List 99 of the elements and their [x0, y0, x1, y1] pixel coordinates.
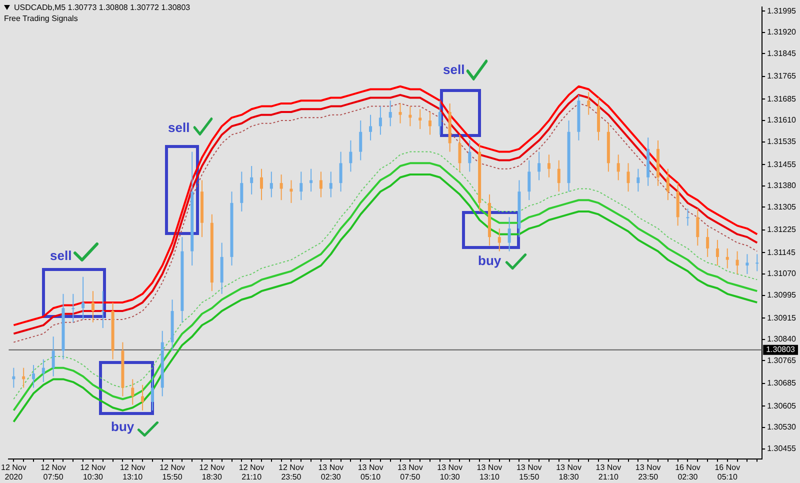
x-tick-label: 16 Nov 02:30	[675, 462, 700, 482]
candlestick	[616, 154, 620, 181]
candlestick	[498, 228, 501, 252]
text: Free Trading Signals	[4, 14, 78, 23]
x-tick-label: 12 Nov 2020	[0, 462, 26, 482]
candlestick	[359, 120, 362, 161]
candlestick	[756, 254, 759, 272]
x-tick-label: 13 Nov 05:10	[358, 462, 384, 482]
candlestick	[349, 140, 352, 172]
x-tick-label: 12 Nov 07:50	[40, 462, 66, 482]
x-tick-label: 12 Nov 10:30	[80, 462, 106, 482]
candlestick	[280, 174, 283, 201]
candlestick	[72, 293, 75, 323]
candlestick	[418, 108, 422, 130]
candlestick	[686, 208, 690, 226]
x-tick-label: 12 Nov 18:30	[199, 462, 225, 482]
y-tick-label: 1.31995	[767, 6, 797, 16]
candlestick	[91, 290, 94, 323]
y-tick-label: 1.30605	[767, 401, 797, 410]
y-tick-label: 1.30455	[767, 444, 797, 454]
y-tick-label: 1.31145	[767, 248, 796, 257]
y-tick-label: 1.30530	[767, 422, 797, 432]
y-tick-label: 1.31380	[767, 181, 797, 190]
candlestick	[557, 160, 560, 192]
y-tick-label: 1.31305	[767, 202, 797, 212]
candlestick	[369, 114, 372, 141]
candlestick	[636, 168, 640, 192]
candlestick	[260, 168, 263, 201]
annotation: buy	[111, 419, 134, 434]
y-tick-label: 1.30685	[767, 378, 797, 388]
candlestick	[52, 336, 55, 377]
annotation: sell	[443, 62, 465, 77]
x-tick-label: 13 Nov 23:50	[635, 462, 661, 482]
candlestick	[42, 358, 45, 383]
y-tick-label: 1.30995	[767, 290, 797, 300]
candlestick	[378, 106, 382, 136]
candlestick	[150, 376, 154, 411]
candlestick	[270, 171, 273, 198]
candlestick	[706, 228, 710, 258]
x-tick-label: 12 Nov 23:50	[278, 462, 304, 482]
y-tick-label: 1.31070	[767, 269, 797, 278]
candlestick	[508, 216, 511, 252]
candlestick	[250, 165, 254, 195]
x-tick-label: 13 Nov 18:30	[556, 462, 582, 482]
chart-title: USDCADb,M5 1.30773 1.30808 1.30772 1.30803	[14, 3, 190, 12]
candlestick	[32, 364, 35, 388]
candlestick	[726, 248, 729, 269]
candlestick	[696, 208, 700, 246]
y-tick-label: 1.31455	[767, 160, 797, 169]
candlestick	[101, 290, 104, 329]
candlestick	[240, 171, 244, 212]
candlestick	[458, 134, 462, 172]
y-tick-label: 1.31845	[767, 48, 797, 58]
x-tick-label: 12 Nov 21:10	[238, 462, 264, 482]
y-tick-label: 1.30840	[767, 334, 797, 344]
candlestick	[388, 100, 392, 127]
candlestick	[438, 100, 442, 136]
x-tick-label: 13 Nov 15:50	[516, 462, 542, 482]
x-tick-label: 13 Nov 21:10	[596, 462, 622, 482]
y-tick-label: 1.31685	[767, 94, 797, 104]
candlestick	[716, 239, 719, 266]
x-tick-label: 13 Nov 07:50	[398, 462, 423, 482]
candlestick	[290, 180, 293, 204]
candlestick	[82, 276, 85, 320]
candlestick	[329, 171, 332, 198]
candlestick	[626, 162, 630, 192]
x-tick-label: 13 Nov 13:10	[476, 462, 502, 482]
y-tick-label: 1.31535	[767, 137, 797, 146]
candlestick	[300, 171, 303, 201]
y-tick-label: 1.31610	[767, 116, 797, 125]
candlestick	[428, 111, 432, 136]
x-tick-label: 12 Nov 15:50	[160, 462, 185, 482]
y-tick-label: 1.31920	[767, 28, 797, 37]
y-tick-label: 1.30915	[767, 313, 797, 322]
annotation: sell	[50, 248, 72, 263]
candlestick	[736, 250, 739, 275]
candlestick	[468, 140, 472, 172]
candlestick	[339, 151, 342, 192]
candlestick	[547, 154, 550, 178]
ref-line-label: 1.30803	[766, 345, 796, 354]
y-tick-label: 1.30765	[767, 356, 797, 365]
candlestick	[666, 168, 670, 201]
x-tick-label: 12 Nov 13:10	[120, 462, 146, 482]
x-tick-label: 16 Nov 05:10	[714, 462, 740, 482]
annotation: buy	[478, 253, 502, 268]
candlestick	[746, 254, 749, 275]
candlestick	[319, 171, 322, 198]
candlestick	[528, 160, 531, 201]
candlestick	[141, 384, 144, 411]
annotation: sell	[168, 120, 190, 135]
y-tick-label: 1.31225	[767, 225, 797, 234]
candlestick	[398, 102, 402, 124]
candlestick	[131, 378, 134, 406]
candlestick	[310, 168, 313, 192]
candlestick	[538, 151, 541, 181]
x-tick-label: 13 Nov 02:30	[318, 462, 344, 482]
y-tick-label: 1.31765	[767, 72, 797, 81]
candlestick	[587, 92, 590, 116]
x-tick-label: 13 Nov 10:30	[437, 462, 463, 482]
